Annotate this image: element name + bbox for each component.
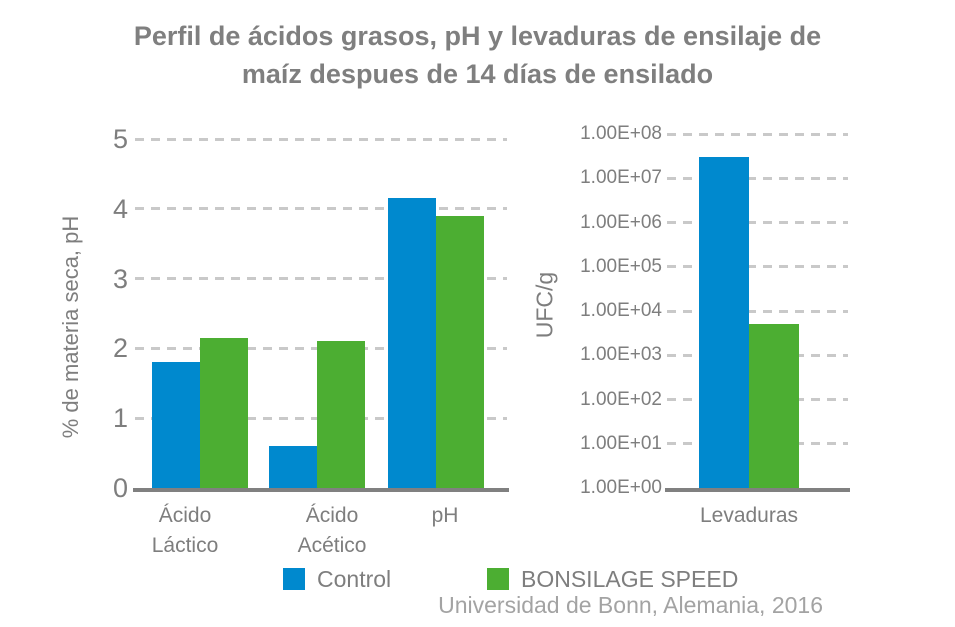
- gridline: [667, 309, 848, 313]
- x-category-label-acido-acetico: Ácido Acético: [298, 501, 367, 561]
- x-category-label-line: pH: [431, 504, 459, 527]
- chart-title-line2: maíz despues de 14 días de ensilado: [241, 59, 714, 89]
- y-tick-label: 1.00E+06: [580, 211, 662, 233]
- gridline: [667, 176, 848, 180]
- source-attribution: Universidad de Bonn, Alemania, 2016: [438, 592, 823, 618]
- chart-title: Perfil de ácidos grasos, pH y levaduras …: [0, 17, 955, 93]
- gridline: [667, 221, 848, 224]
- x-category-label-levaduras: Levaduras: [700, 501, 798, 531]
- x-category-label-line: Ácido: [158, 504, 212, 527]
- bar-bonsilage-speed-levaduras: [749, 324, 799, 489]
- legend-label-bonsilage-speed: BONSILAGE SPEED: [521, 566, 739, 592]
- bar-control-acido-acetico: [269, 446, 317, 489]
- x-category-label-ph: pH: [432, 501, 459, 531]
- y-tick-label: 1.00E+08: [580, 123, 662, 144]
- gridline: [135, 207, 507, 211]
- bonsilage-speed-color-swatch: [487, 568, 509, 590]
- legend-item-control: Control: [283, 566, 391, 592]
- bar-control-ph: [388, 198, 436, 489]
- gridline: [135, 137, 507, 141]
- legend-item-bonsilage-speed: BONSILAGE SPEED: [487, 566, 738, 592]
- y-tick-label: 1.00E+07: [580, 167, 662, 189]
- x-axis-line: [665, 488, 850, 492]
- y-tick-label: 0: [112, 473, 128, 503]
- y-tick-label: 1.00E+01: [580, 432, 662, 454]
- bar-bonsilage-speed-ph: [436, 215, 484, 489]
- control-color-swatch: [283, 568, 305, 590]
- x-category-label-line: Ácido: [305, 504, 359, 527]
- y-tick-label: 1: [112, 403, 128, 434]
- x-category-label-line: Láctico: [151, 534, 219, 557]
- chart-title-line1: Perfil de ácidos grasos, pH y levaduras …: [133, 21, 822, 51]
- bar-bonsilage-speed-acido-lactico: [200, 337, 248, 489]
- gridline: [667, 265, 848, 269]
- y-tick-label: 1.00E+05: [580, 255, 662, 277]
- y-tick-label: 1.00E+04: [580, 300, 662, 321]
- y-tick-label: 1.00E+00: [580, 477, 662, 498]
- x-category-label-line: Levaduras: [699, 504, 799, 527]
- x-category-label-acido-lactico: Ácido Láctico: [152, 501, 219, 561]
- bar-control-levaduras: [699, 157, 749, 489]
- bar-control-acido-lactico: [152, 362, 200, 489]
- legend-label-control: Control: [317, 566, 392, 592]
- y-tick-label: 4: [112, 193, 128, 224]
- y-tick-label: 1.00E+03: [580, 344, 662, 366]
- y-tick-label: 1.00E+02: [580, 388, 662, 410]
- y-tick-label: 2: [112, 333, 128, 364]
- y-tick-label: 5: [112, 124, 128, 154]
- gridline: [135, 277, 507, 281]
- gridline: [667, 132, 848, 136]
- x-category-label-line: Acético: [297, 534, 367, 557]
- x-axis-line: [133, 488, 509, 492]
- bar-bonsilage-speed-acido-acetico: [317, 341, 365, 489]
- y-tick-label: 3: [112, 263, 128, 294]
